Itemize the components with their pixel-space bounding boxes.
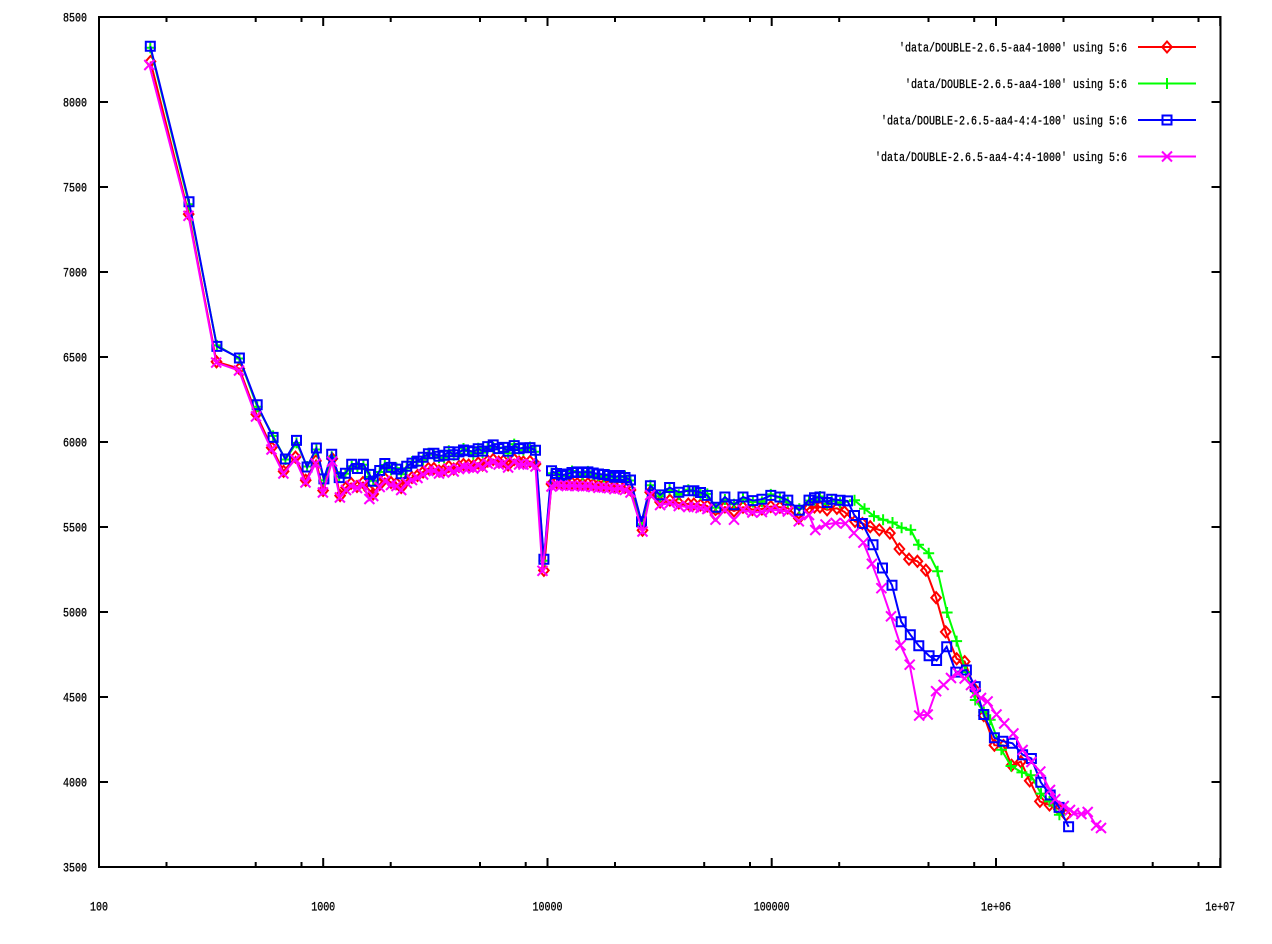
svg-text:100000: 100000 [754,901,790,915]
svg-text:7000: 7000 [63,266,87,280]
svg-text:8000: 8000 [63,96,87,110]
svg-text:10000: 10000 [533,901,563,915]
svg-text:7500: 7500 [63,181,87,195]
svg-text:1000: 1000 [311,901,335,915]
svg-text:'data/DOUBLE-2.6.5-aa4-4:4-100: 'data/DOUBLE-2.6.5-aa4-4:4-1000' using 5… [875,151,1127,165]
svg-text:3500: 3500 [63,861,87,875]
svg-text:5000: 5000 [63,606,87,620]
svg-text:6000: 6000 [63,436,87,450]
svg-text:'data/DOUBLE-2.6.5-aa4-100' us: 'data/DOUBLE-2.6.5-aa4-100' using 5:6 [905,78,1127,92]
svg-text:1e+07: 1e+07 [1205,901,1235,915]
svg-text:1e+06: 1e+06 [981,901,1011,915]
svg-text:6500: 6500 [63,351,87,365]
svg-text:'data/DOUBLE-2.6.5-aa4-1000' u: 'data/DOUBLE-2.6.5-aa4-1000' using 5:6 [899,41,1127,55]
svg-text:4500: 4500 [63,691,87,705]
svg-text:4000: 4000 [63,776,87,790]
svg-text:5500: 5500 [63,521,87,535]
svg-text:'data/DOUBLE-2.6.5-aa4-4:4-100: 'data/DOUBLE-2.6.5-aa4-4:4-100' using 5:… [881,114,1127,128]
svg-text:100: 100 [90,901,108,915]
svg-text:8500: 8500 [63,11,87,25]
